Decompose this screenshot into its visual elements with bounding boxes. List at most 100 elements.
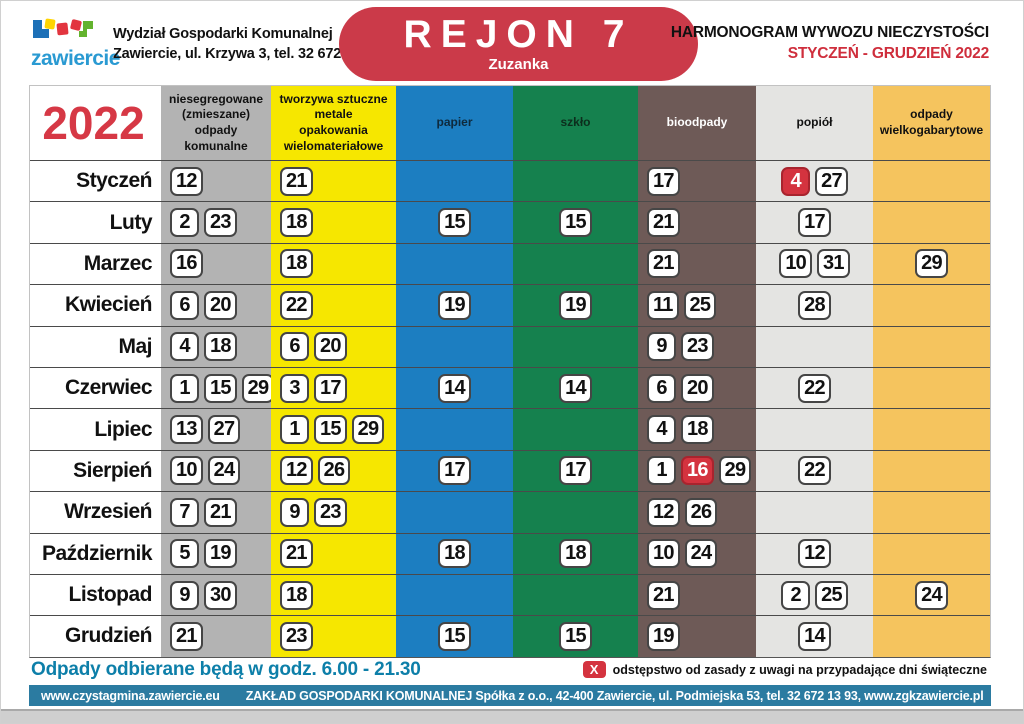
collection-date: 17 — [798, 208, 831, 238]
cell-papier: 17 — [396, 450, 513, 492]
cell-zmieszane: 6 20 — [161, 285, 271, 326]
collection-date: 21 — [204, 497, 237, 527]
collection-date: 18 — [280, 249, 313, 279]
cell-tworzywa: 12 26 — [271, 450, 396, 492]
region-subtitle: Zuzanka — [488, 56, 549, 73]
cell-szklo — [513, 492, 638, 533]
collection-date: 20 — [681, 373, 714, 403]
month-row: Listopad 9 30 18 21 2 25 24 — [30, 573, 990, 616]
collection-date: 24 — [915, 580, 948, 610]
cell-zmieszane: 10 24 — [161, 450, 271, 492]
cell-zmieszane: 13 27 — [161, 409, 271, 450]
cell-bioodpady: 1 16 29 — [638, 450, 756, 492]
cell-popiol: 22 — [756, 450, 873, 492]
cell-gabaryty — [873, 202, 990, 243]
cell-gabaryty — [873, 616, 990, 657]
cell-tworzywa: 1 15 29 — [271, 409, 396, 450]
collection-date: 9 — [170, 580, 199, 610]
cell-zmieszane: 12 — [161, 161, 271, 202]
cell-gabaryty — [873, 367, 990, 409]
cell-szklo — [513, 574, 638, 616]
cell-zmieszane: 9 30 — [161, 574, 271, 616]
collection-date: 6 — [170, 290, 199, 320]
collection-date-holiday: 4 — [781, 166, 811, 196]
cell-popiol: 4 27 — [756, 161, 873, 202]
collection-date: 21 — [647, 208, 680, 238]
month-label: Październik — [30, 533, 161, 574]
cell-popiol: 10 31 — [756, 243, 873, 285]
collection-date: 2 — [170, 208, 199, 238]
collection-date: 18 — [681, 415, 714, 445]
collection-date: 10 — [779, 249, 812, 279]
cell-popiol: 22 — [756, 367, 873, 409]
month-row: Wrzesień 7 21 9 23 12 26 — [30, 491, 990, 533]
collection-date: 12 — [798, 539, 831, 569]
collection-date: 19 — [647, 621, 680, 651]
cell-popiol — [756, 409, 873, 450]
cell-bioodpady: 10 24 — [638, 533, 756, 574]
cell-papier — [396, 243, 513, 285]
collection-date: 19 — [559, 290, 592, 320]
cell-szklo — [513, 243, 638, 285]
collection-date: 18 — [438, 539, 471, 569]
cell-szklo — [513, 409, 638, 450]
cell-zmieszane: 7 21 — [161, 492, 271, 533]
column-header-szklo: szkło — [513, 86, 638, 160]
collection-date: 19 — [438, 290, 471, 320]
collection-date: 23 — [681, 332, 714, 362]
cell-bioodpady: 21 — [638, 202, 756, 243]
month-row: Grudzień 21 23 15 15 19 14 — [30, 615, 990, 657]
month-row: Lipiec 13 27 1 15 29 4 18 — [30, 408, 990, 450]
collection-date: 26 — [684, 497, 718, 527]
cell-tworzywa: 18 — [271, 574, 396, 616]
collection-date: 17 — [559, 456, 592, 486]
cell-popiol: 28 — [756, 285, 873, 326]
collection-date: 4 — [647, 415, 676, 445]
cell-szklo: 14 — [513, 367, 638, 409]
collection-date: 3 — [280, 373, 309, 403]
collection-date: 24 — [684, 539, 718, 569]
collection-date: 17 — [438, 456, 471, 486]
cell-papier: 14 — [396, 367, 513, 409]
collection-date: 12 — [647, 497, 680, 527]
month-label: Kwiecień — [30, 285, 161, 326]
collection-date: 12 — [280, 456, 313, 486]
collection-date: 1 — [280, 415, 309, 445]
cell-tworzywa: 18 — [271, 202, 396, 243]
collection-date: 18 — [280, 580, 313, 610]
collection-date: 9 — [280, 497, 309, 527]
cell-tworzywa: 6 20 — [271, 326, 396, 367]
cell-popiol — [756, 326, 873, 367]
collection-date: 15 — [438, 621, 471, 651]
collection-date: 6 — [647, 373, 676, 403]
cell-bioodpady: 11 25 — [638, 285, 756, 326]
collection-date: 11 — [647, 290, 679, 320]
collection-date: 22 — [798, 373, 831, 403]
cell-szklo — [513, 326, 638, 367]
collection-date: 22 — [798, 456, 831, 486]
collection-date: 30 — [204, 580, 237, 610]
month-row: Luty 2 23 18 15 15 21 17 — [30, 201, 990, 243]
cell-papier: 15 — [396, 202, 513, 243]
month-label: Styczeń — [30, 161, 161, 202]
column-header-popiol: popiół — [756, 86, 873, 160]
cell-gabaryty — [873, 285, 990, 326]
cell-papier — [396, 409, 513, 450]
page-title-block: HARMONOGRAM WYWOZU NIECZYSTOŚCI STYCZEŃ … — [671, 23, 989, 65]
collection-date: 18 — [280, 208, 313, 238]
cell-papier: 19 — [396, 285, 513, 326]
cell-papier — [396, 492, 513, 533]
cell-szklo: 19 — [513, 285, 638, 326]
holiday-legend-text: odstępstwo od zasady z uwagi na przypada… — [612, 662, 987, 677]
month-label: Wrzesień — [30, 492, 161, 533]
month-row: Styczeń 12 21 17 4 27 — [30, 160, 990, 202]
cell-bioodpady: 9 23 — [638, 326, 756, 367]
collection-date: 15 — [559, 621, 592, 651]
collection-date: 15 — [314, 415, 347, 445]
cell-zmieszane: 16 — [161, 243, 271, 285]
cell-zmieszane: 21 — [161, 616, 271, 657]
brand-block: zawiercie — [31, 17, 120, 71]
collection-date: 7 — [170, 497, 199, 527]
collection-date: 24 — [207, 456, 241, 486]
collection-date: 23 — [314, 497, 347, 527]
